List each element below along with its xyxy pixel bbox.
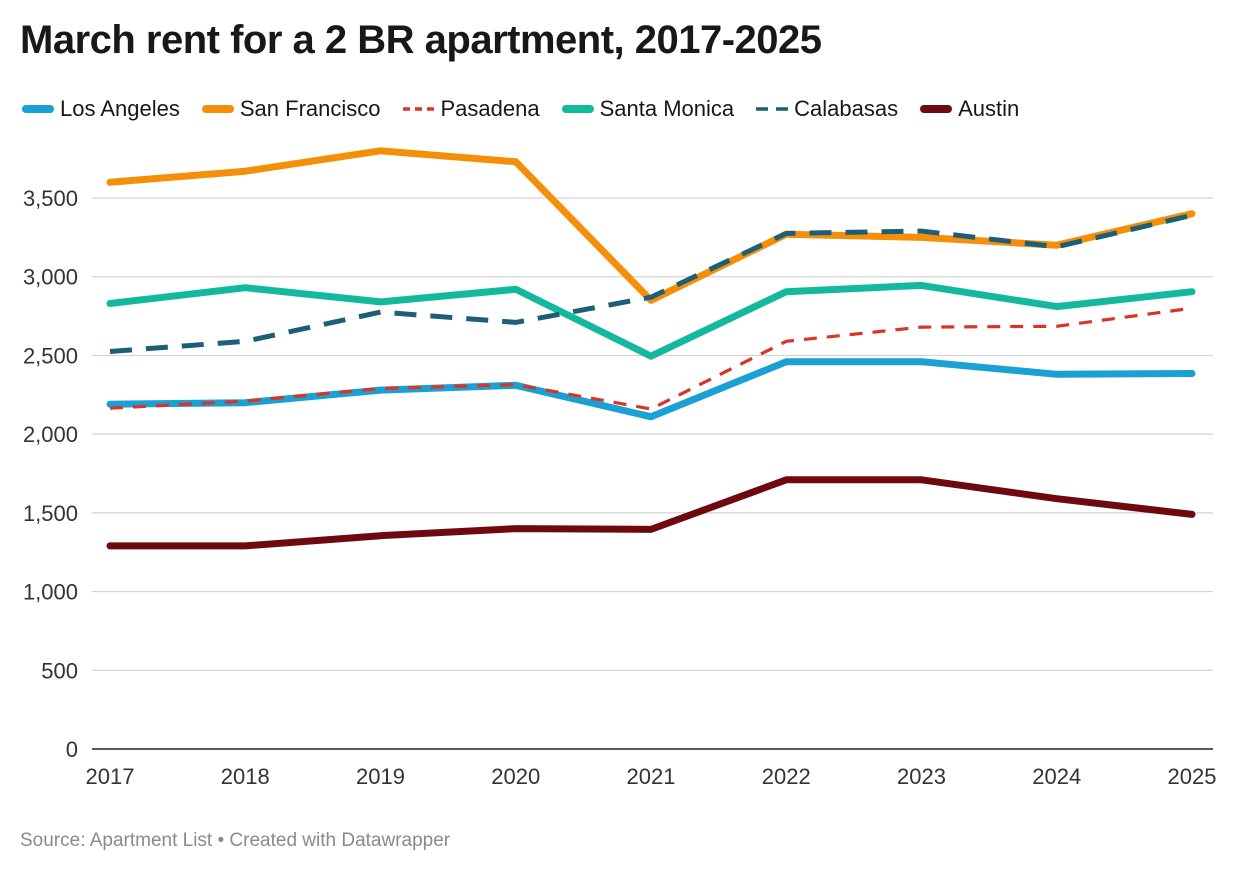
x-tick-label-2025: 2025 (1168, 764, 1217, 789)
y-tick-label-3000: 3,000 (23, 265, 78, 290)
chart-title: March rent for a 2 BR apartment, 2017-20… (20, 18, 822, 62)
series-line-calabasas (109, 212, 1193, 354)
legend-label-santa-monica: Santa Monica (599, 96, 735, 121)
legend-item-san-francisco: San Francisco (201, 96, 381, 122)
x-tick-label-2022: 2022 (762, 764, 811, 789)
legend-swatch-calabasas (756, 107, 789, 111)
legend-swatch-austin (920, 105, 953, 113)
x-tick-label-2020: 2020 (491, 764, 540, 789)
y-tick-label-1500: 1,500 (23, 501, 78, 526)
legend-swatch-pasadena (402, 107, 435, 111)
y-tick-label-0: 0 (66, 737, 78, 762)
legend-swatch-san-francisco (201, 105, 234, 113)
legend-label-pasadena: Pasadena (440, 96, 540, 121)
series-line-los-angeles (106, 358, 1196, 421)
legend-swatch-los-angeles (22, 105, 54, 113)
y-tick-label-2000: 2,000 (23, 422, 78, 447)
legend-item-calabasas: Calabasas (756, 96, 898, 122)
legend-item-pasadena: Pasadena (402, 96, 540, 122)
series-line-san-francisco (106, 147, 1196, 304)
x-tick-label-2024: 2024 (1032, 764, 1081, 789)
legend-label-calabasas: Calabasas (794, 96, 899, 121)
x-tick-label-2017: 2017 (86, 764, 135, 789)
series-line-santa-monica (106, 281, 1196, 360)
y-tick-label-3500: 3,500 (23, 186, 78, 211)
x-tick-label-2023: 2023 (897, 764, 946, 789)
x-tick-label-2018: 2018 (221, 764, 270, 789)
y-tick-label-500: 500 (41, 658, 78, 683)
source-footer: Source: Apartment List • Created with Da… (20, 830, 451, 851)
legend-label-austin: Austin (958, 96, 1020, 121)
y-tick-label-2500: 2,500 (23, 343, 78, 368)
legend-label-los-angeles: Los Angeles (60, 96, 180, 121)
legend-item-santa-monica: Santa Monica (561, 96, 735, 122)
chart-legend: Los Angeles San Francisco Pasadena Santa Mo… (22, 96, 1041, 122)
y-tick-label-1000: 1,000 (23, 580, 78, 605)
x-tick-label-2021: 2021 (627, 764, 676, 789)
legend-label-san-francisco: San Francisco (239, 96, 381, 121)
x-tick-label-2019: 2019 (356, 764, 405, 789)
legend-item-los-angeles: Los Angeles (22, 96, 180, 122)
series-line-pasadena (109, 306, 1193, 411)
legend-swatch-santa-monica (561, 105, 594, 113)
series-line-austin (106, 476, 1196, 550)
legend-item-austin: Austin (920, 96, 1019, 122)
